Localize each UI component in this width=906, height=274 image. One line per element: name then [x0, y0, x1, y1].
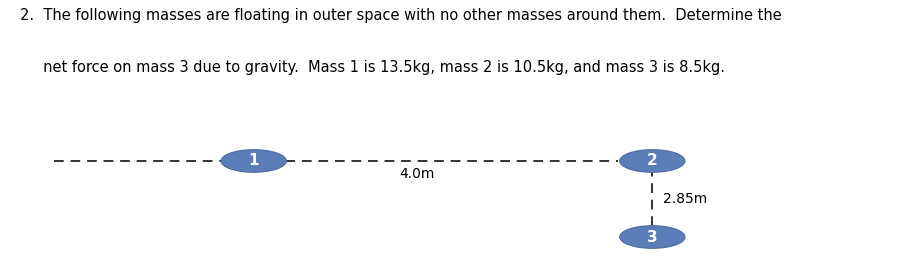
- Ellipse shape: [221, 150, 286, 172]
- Text: 2: 2: [647, 153, 658, 169]
- Text: net force on mass 3 due to gravity.  Mass 1 is 13.5kg, mass 2 is 10.5kg, and mas: net force on mass 3 due to gravity. Mass…: [20, 60, 725, 75]
- Text: 3: 3: [647, 230, 658, 244]
- Text: 2.85m: 2.85m: [663, 192, 708, 206]
- Ellipse shape: [620, 150, 685, 172]
- Text: 1: 1: [248, 153, 259, 169]
- Text: 2.  The following masses are floating in outer space with no other masses around: 2. The following masses are floating in …: [20, 8, 782, 23]
- Ellipse shape: [620, 226, 685, 248]
- Text: 4.0m: 4.0m: [399, 167, 435, 181]
